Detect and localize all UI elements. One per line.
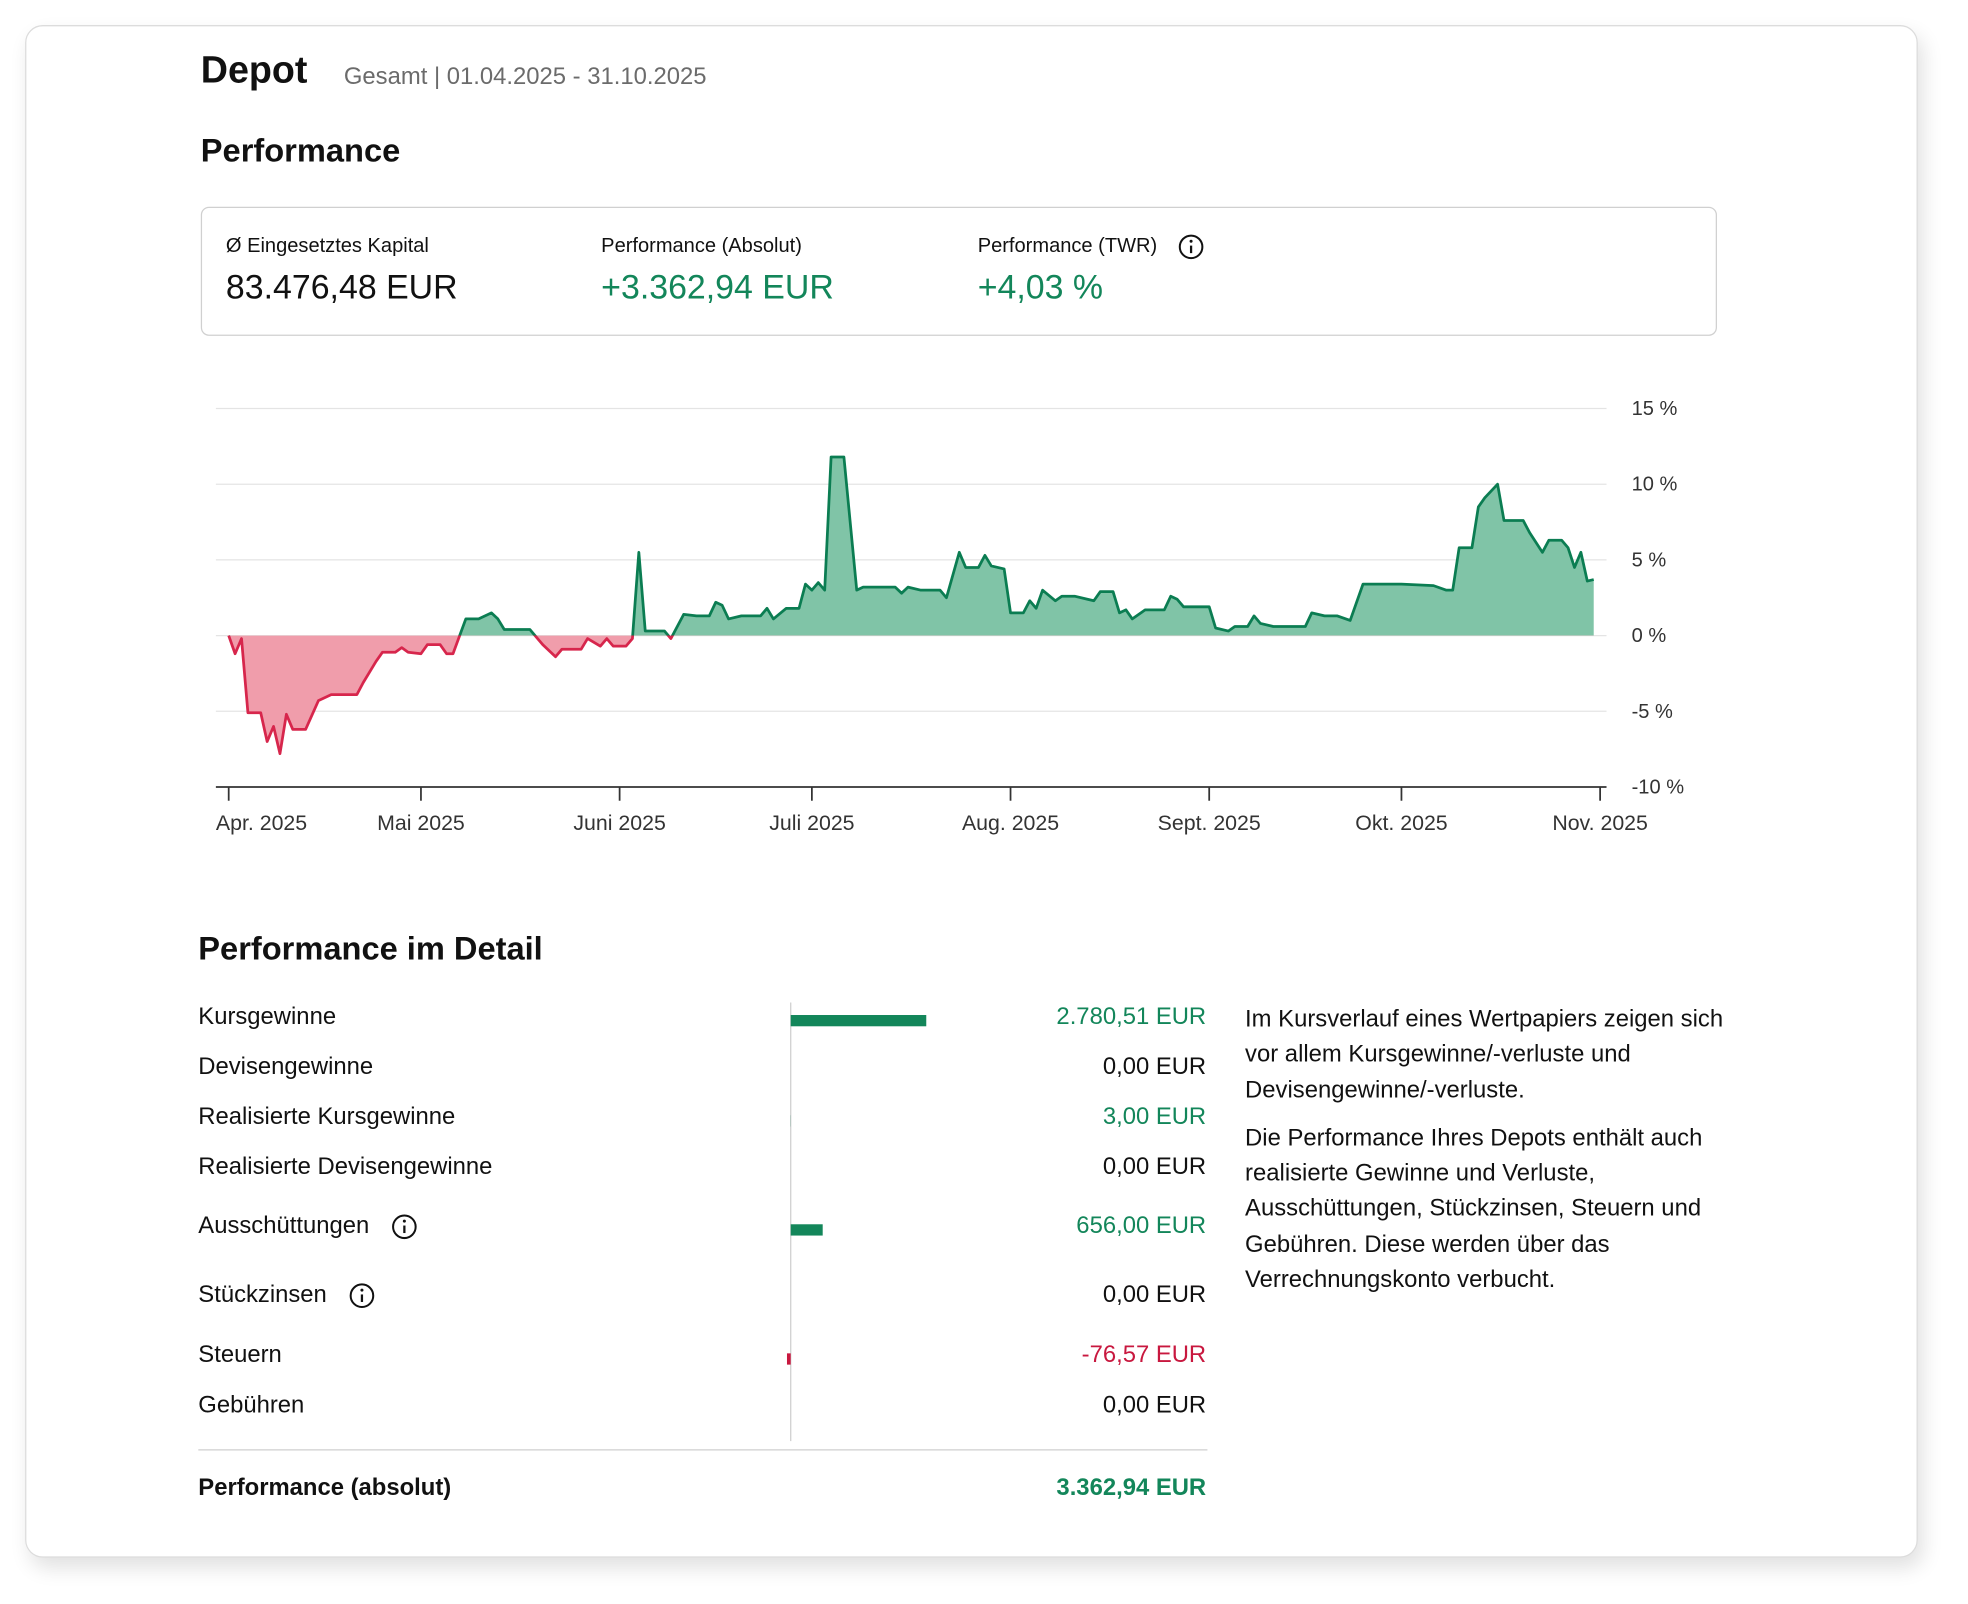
row-value: 0,00 EUR bbox=[1103, 1153, 1206, 1180]
page-subtitle: Gesamt | 01.04.2025 - 31.10.2025 bbox=[344, 63, 707, 90]
y-tick-label: 5 % bbox=[1632, 549, 1667, 571]
x-tick-label: Okt. 2025 bbox=[1355, 811, 1447, 835]
x-tick-label: Juli 2025 bbox=[769, 811, 854, 835]
kpi-label: Ø Eingesetztes Kapital bbox=[226, 235, 429, 257]
y-tick-label: 0 % bbox=[1632, 625, 1667, 647]
detail-bar bbox=[790, 1224, 823, 1236]
x-tick-label: Aug. 2025 bbox=[962, 811, 1059, 835]
y-tick-label: -10 % bbox=[1632, 777, 1685, 799]
x-tick-label: Juni 2025 bbox=[573, 811, 665, 835]
kpi-value: +3.362,94 EUR bbox=[601, 268, 834, 306]
row-value: 0,00 EUR bbox=[1103, 1053, 1206, 1080]
page-title: Depot bbox=[201, 49, 308, 91]
detail-bar bbox=[786, 1353, 791, 1365]
x-tick-label: Mai 2025 bbox=[377, 811, 465, 835]
kpi-label: Performance (TWR) bbox=[978, 235, 1157, 257]
info-circle bbox=[1178, 234, 1204, 260]
info-icon bbox=[1178, 234, 1204, 260]
y-tick-label: -5 % bbox=[1632, 701, 1673, 723]
row-label: Steuern bbox=[198, 1341, 281, 1368]
info-dot bbox=[1189, 239, 1193, 243]
area bbox=[228, 456, 1594, 754]
x-tick-label: Nov. 2025 bbox=[1552, 811, 1648, 835]
row-label: Gebühren bbox=[198, 1391, 304, 1418]
info-icon bbox=[392, 1214, 417, 1240]
row-value: 0,00 EUR bbox=[1103, 1281, 1206, 1308]
y-tick-label: 15 % bbox=[1632, 398, 1678, 420]
row-value: 3,00 EUR bbox=[1103, 1103, 1206, 1130]
row-value: -76,57 EUR bbox=[1082, 1341, 1207, 1368]
note: Im Kursverlauf eines Wertpapiers zeigen … bbox=[1245, 1006, 1724, 1104]
row-label: Ausschüttungen bbox=[198, 1212, 369, 1239]
note: Die Performance Ihres Depots enthält auc… bbox=[1245, 1125, 1703, 1294]
row-value: 656,00 EUR bbox=[1076, 1212, 1206, 1239]
kpi-value: 83.476,48 EUR bbox=[226, 268, 458, 306]
info-dot bbox=[360, 1288, 364, 1292]
notes: Im Kursverlauf eines Wertpapiers zeigen … bbox=[1245, 1002, 1741, 1311]
kpi-value: +4,03 % bbox=[978, 268, 1103, 306]
total-label: Performance (absolut) bbox=[198, 1474, 451, 1501]
row-value: 0,00 EUR bbox=[1103, 1391, 1206, 1418]
line bbox=[227, 455, 1595, 756]
info-circle bbox=[349, 1283, 375, 1308]
total-value: 3.362,94 EUR bbox=[1056, 1474, 1206, 1501]
detail-bar bbox=[790, 1015, 927, 1027]
row-label: Devisengewinne bbox=[198, 1053, 373, 1080]
kpi-box bbox=[200, 206, 1717, 336]
y-tick-label: 10 % bbox=[1632, 474, 1678, 496]
row-label: Realisierte Devisengewinne bbox=[198, 1153, 492, 1180]
row-value: 2.780,51 EUR bbox=[1056, 1003, 1206, 1030]
info-circle bbox=[392, 1214, 417, 1240]
info-dot bbox=[402, 1219, 406, 1223]
x-tick-label: Apr. 2025 bbox=[216, 811, 307, 835]
kpi-label: Performance (Absolut) bbox=[601, 235, 802, 257]
row-label: Realisierte Kursgewinne bbox=[198, 1103, 455, 1130]
info-icon bbox=[349, 1283, 375, 1308]
row-label: Stückzinsen bbox=[198, 1281, 326, 1308]
detail-title: Performance im Detail bbox=[198, 930, 542, 967]
section-title: Performance bbox=[201, 132, 400, 169]
row-label: Kursgewinne bbox=[198, 1003, 336, 1030]
x-tick-label: Sept. 2025 bbox=[1158, 811, 1261, 835]
